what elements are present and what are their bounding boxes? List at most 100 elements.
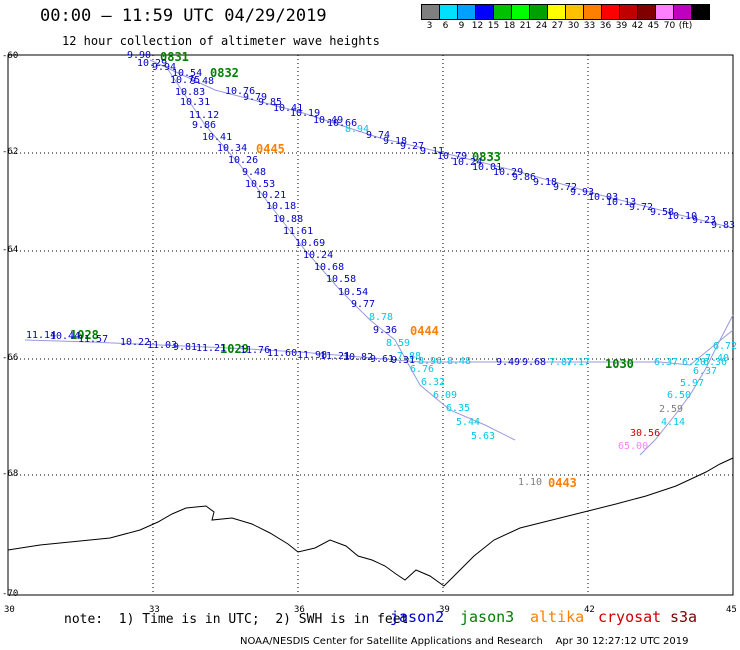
legend-s3a: s3a	[670, 608, 698, 626]
colorbar-label: 24	[535, 21, 548, 31]
wave-height-value: 9.27	[400, 141, 425, 152]
wave-height-value: 9.49	[496, 357, 521, 368]
footer-note: note: 1) Time is in UTC; 2) SWH is in fe…	[64, 612, 409, 627]
wave-height-value: 10.69	[295, 238, 326, 249]
wave-height-value: 11.14	[26, 330, 57, 341]
wave-height-value: 1.10	[518, 477, 543, 488]
wave-height-value: 2.59	[659, 404, 684, 415]
wave-height-value: 11.98	[297, 350, 328, 361]
wave-height-value: 10.29	[493, 167, 524, 178]
colorbar-labels: 3 6 9 12 15 18 21 24 27 30 33 36 39 42 45 70 (ft)	[421, 21, 693, 31]
lat-label: -68	[2, 469, 19, 479]
wave-height-value: 9.94	[152, 62, 177, 73]
colorbar-label: 18	[503, 21, 516, 31]
lat-label: -66	[2, 353, 19, 363]
wave-height-value: 6.72	[713, 341, 738, 352]
wave-height-value: 9.58	[650, 207, 675, 218]
pass-time-label: 1028	[70, 328, 99, 342]
lat-label: -70	[2, 589, 19, 599]
colorbar-swatch	[493, 4, 512, 20]
wave-height-value: 10.75	[170, 75, 201, 86]
wave-height-value: 6.76	[410, 364, 435, 375]
wave-height-value: 9.85	[258, 97, 283, 108]
colorbar-swatch	[529, 4, 548, 20]
colorbar-label: 30	[567, 21, 580, 31]
wave-height-value: 10.24	[452, 157, 483, 168]
lon-label: 39	[439, 605, 450, 615]
wave-height-value: 10.44	[50, 331, 81, 342]
wave-height-value: 10.58	[326, 274, 357, 285]
colorbar-swatch	[619, 4, 638, 20]
wave-height-colorbar	[421, 4, 710, 20]
wave-height-value: 9.77	[351, 299, 376, 310]
wave-height-value: 10.54	[338, 287, 369, 298]
wave-height-value: 6.32	[421, 377, 446, 388]
wave-height-value: 7.40	[705, 353, 730, 364]
wave-height-value: 9.48	[242, 167, 267, 178]
footer-credit: NOAA/NESDIS Center for Satellite Applica…	[240, 636, 689, 647]
wave-height-value: 11.21	[196, 343, 227, 354]
wave-height-value: 8.59	[386, 338, 411, 349]
colorbar-label: 36	[599, 21, 612, 31]
colorbar-label: (ft)	[678, 21, 693, 31]
wave-height-value: 6.20	[682, 357, 707, 368]
wave-height-value: 9.90	[127, 50, 152, 61]
wave-height-value: 10.22	[120, 337, 151, 348]
wave-height-value: 9.83	[711, 220, 736, 231]
wave-height-value: 5.63	[471, 431, 496, 442]
wave-height-value: 8.94	[345, 124, 370, 135]
colorbar-label: 15	[487, 21, 500, 31]
colorbar-swatch	[457, 4, 476, 20]
wave-height-value: 9.31	[391, 355, 416, 366]
colorbar-swatch	[583, 4, 602, 20]
map-title: 00:00 – 11:59 UTC 04/29/2019	[40, 6, 327, 26]
wave-height-value: 10.82	[343, 352, 374, 363]
legend-cryosat: cryosat	[598, 608, 662, 626]
lat-label: -60	[2, 51, 19, 61]
map-frame	[7, 54, 734, 596]
wave-height-value: 9.72	[629, 202, 654, 213]
legend-jason2: jason2	[390, 608, 445, 626]
colorbar-swatch	[511, 4, 530, 20]
wave-height-value: 6.36	[703, 357, 728, 368]
wave-height-value: 11.76	[240, 345, 271, 356]
pass-time-label: 0445	[256, 142, 285, 156]
colorbar-label: 33	[583, 21, 596, 31]
wave-height-value: 10.26	[228, 155, 259, 166]
wave-height-value: 10.34	[217, 143, 248, 154]
lat-label: -64	[2, 245, 19, 255]
lon-label: 30	[4, 605, 15, 615]
wave-height-value: 10.19	[290, 108, 321, 119]
wave-height-value: 10.31	[180, 97, 211, 108]
wave-height-value: 10.88	[273, 214, 304, 225]
colorbar-label: 70	[663, 21, 676, 31]
wave-height-value: 10.41	[202, 132, 233, 143]
wave-height-value: 65.00	[618, 441, 649, 452]
wave-height-value: 9.86	[192, 120, 217, 131]
lon-label: 42	[584, 605, 595, 615]
colorbar-swatch	[673, 4, 692, 20]
wave-height-value: 10.54	[172, 68, 203, 79]
wave-height-value: 11.57	[78, 334, 109, 345]
wave-height-value: 10.68	[314, 262, 345, 273]
colorbar-label: 9	[458, 21, 465, 31]
lon-label: 33	[149, 605, 160, 615]
colorbar-label: 39	[615, 21, 628, 31]
wave-height-value: 10.18	[266, 201, 297, 212]
colorbar-swatch	[421, 4, 440, 20]
wave-height-value: 9.93	[570, 187, 595, 198]
wave-height-value: 9.79	[243, 92, 268, 103]
wave-height-value: 10.24	[303, 250, 334, 261]
pass-time-label: 0833	[472, 150, 501, 164]
wave-height-value: 11.12	[189, 110, 220, 121]
colorbar-label: 3	[426, 21, 433, 31]
wave-height-value: 9.11	[420, 146, 445, 157]
wave-height-value: 9.18	[383, 136, 408, 147]
wave-height-value: 11.61	[283, 226, 314, 237]
colorbar-label: 42	[631, 21, 644, 31]
wave-height-value: 6.50	[667, 390, 692, 401]
wave-height-value: 10.79	[437, 151, 468, 162]
pass-time-label: 1030	[605, 357, 634, 371]
wave-height-value: 5.97	[680, 378, 705, 389]
colorbar-swatch	[439, 4, 458, 20]
